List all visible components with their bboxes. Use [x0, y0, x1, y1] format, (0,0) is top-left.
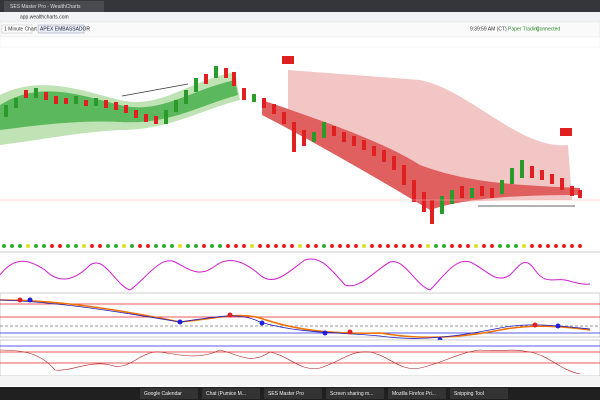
taskbar-item[interactable] [140, 388, 198, 399]
red-cloud-outer [288, 70, 572, 205]
taskbar-item[interactable] [450, 388, 508, 399]
apex-button[interactable] [37, 24, 85, 34]
tab-bar [0, 0, 600, 12]
taskbar-item[interactable] [326, 388, 384, 399]
taskbar-label: Screen sharing m... [330, 391, 373, 397]
oscillator-line [0, 258, 591, 291]
clock: 9:39:59 AM (CT) [470, 26, 507, 32]
layout-label: 1 Minute Chart [4, 26, 37, 32]
address-bar [0, 12, 600, 22]
volume-panel [0, 339, 600, 377]
tab-title: SES Master Pro - WealthCharts [10, 4, 81, 10]
green-cloud [0, 80, 238, 130]
taskbar-label: Chat (Pumice M... [206, 391, 246, 397]
chart-header [0, 36, 600, 48]
url[interactable]: app.wealthcharts.com [20, 14, 69, 20]
taskbar-label: SES Master Pro [268, 391, 304, 397]
layout-select[interactable] [1, 24, 33, 34]
taskbar-item[interactable] [264, 388, 322, 399]
apex-label: APEX EMBASSADOR [40, 26, 90, 32]
taskbar-item[interactable] [202, 388, 260, 399]
taskbar-item[interactable] [388, 388, 446, 399]
candles [4, 66, 582, 224]
tab[interactable] [4, 1, 104, 12]
taskbar-label: Snipping Tool [454, 391, 484, 397]
red-cloud [262, 100, 580, 210]
signal-dots [2, 244, 582, 248]
price-panel [0, 56, 600, 224]
taskbar-label: Mozilla Firefox Pri... [392, 391, 436, 397]
status: Connected [536, 26, 560, 32]
taskbar-label: Google Calendar [144, 391, 182, 397]
mode: Paper Trading [508, 26, 540, 32]
time-axis [0, 376, 600, 386]
